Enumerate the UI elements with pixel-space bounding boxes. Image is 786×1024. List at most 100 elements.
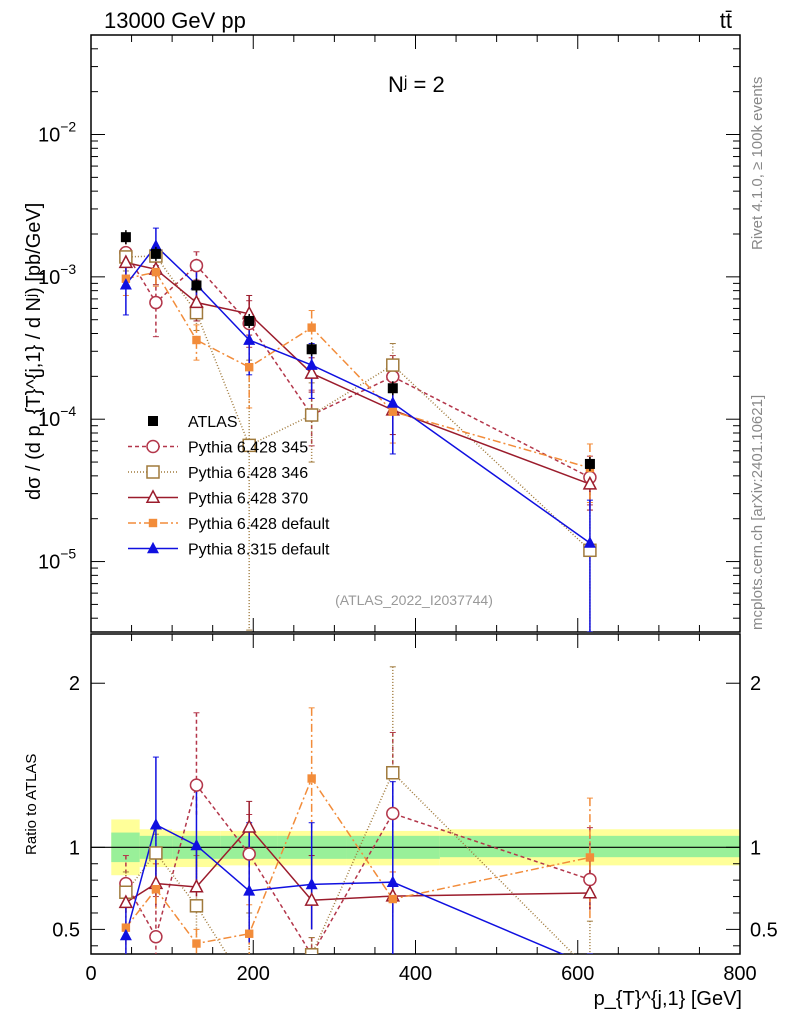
- x-tick-label: 600: [561, 963, 594, 985]
- marker-point: [388, 894, 397, 904]
- marker-point: [305, 877, 318, 890]
- marker-point: [148, 416, 158, 426]
- marker-point: [190, 838, 203, 851]
- marker-point: [120, 232, 131, 243]
- marker-point: [147, 541, 159, 554]
- marker-point: [386, 806, 400, 821]
- marker-point: [149, 239, 162, 251]
- ratio-series-layer: [118, 666, 598, 995]
- marker-point: [149, 818, 162, 830]
- rivet-version-label: Rivet 4.1.0, ≥ 100k events: [749, 77, 766, 250]
- marker-point: [244, 929, 254, 938]
- y-tick-exponent: −5: [60, 546, 76, 562]
- marker-point: [192, 939, 201, 948]
- marker-point: [582, 884, 598, 899]
- marker-point: [148, 518, 158, 528]
- marker-point: [387, 383, 398, 394]
- marker-point: [386, 765, 400, 780]
- legend-label: Pythia 8.315 default: [188, 542, 330, 559]
- analysis-tag: (ATLAS_2022_I2037744): [335, 592, 493, 608]
- marker-point: [585, 853, 595, 862]
- marker-point: [149, 929, 163, 944]
- marker-point: [386, 358, 400, 372]
- marker-point: [305, 358, 318, 370]
- marker-point: [243, 983, 255, 995]
- ratio-uncertainty-bands: [91, 819, 740, 876]
- x-tick-label: 800: [723, 963, 756, 985]
- marker-point: [189, 778, 204, 792]
- legend-label: Pythia 6.428 default: [188, 516, 330, 533]
- marker-point: [386, 369, 400, 384]
- ratio-axis-label: Ratio to ATLAS: [23, 754, 40, 855]
- ratio-tick-label-right: 2: [750, 673, 761, 695]
- y-tick-exponent: −2: [60, 119, 76, 135]
- panel-title: Nʲ = 2: [388, 72, 445, 97]
- marker-point: [582, 475, 598, 490]
- marker-point: [583, 536, 596, 548]
- ratio-tick-label: 0.5: [52, 919, 80, 941]
- marker-point: [145, 489, 161, 504]
- y-axis-label: dσ / (d p_{T}^{j,1} / d Nʲ) [pb/GeV]: [23, 203, 45, 500]
- marker-point: [121, 923, 131, 932]
- marker-point: [388, 407, 397, 416]
- y-tick-label: 10−2: [38, 119, 76, 147]
- marker-point: [150, 248, 161, 259]
- ratio-plot-frame: [90, 633, 741, 955]
- marker-point: [189, 305, 204, 320]
- marker-point: [146, 465, 160, 479]
- marker-point: [119, 278, 132, 290]
- marker-point: [304, 365, 319, 379]
- marker-point: [243, 333, 256, 345]
- marker-point: [192, 335, 201, 345]
- ratio-tick-label-right: 1: [750, 837, 761, 859]
- main-series-layer: [118, 227, 598, 632]
- marker-point: [151, 885, 161, 894]
- ratio-tick-label: 2: [69, 673, 80, 695]
- marker-point: [304, 408, 319, 422]
- marker-point: [386, 396, 399, 408]
- marker-point: [304, 948, 319, 954]
- marker-point: [241, 819, 257, 833]
- marker-point: [304, 892, 319, 906]
- marker-point: [189, 899, 204, 913]
- marker-point: [244, 315, 255, 326]
- marker-point: [149, 846, 163, 860]
- marker-point: [189, 294, 204, 309]
- marker-point: [119, 928, 132, 941]
- marker-point: [189, 258, 204, 273]
- ratio-tick-label-right: 0.5: [750, 919, 778, 941]
- marker-point: [151, 267, 161, 277]
- marker-point: [584, 458, 595, 469]
- marker-point: [307, 774, 316, 783]
- marker-point: [189, 878, 204, 893]
- marker-point: [118, 894, 134, 909]
- marker-point: [583, 872, 597, 887]
- marker-point: [191, 280, 202, 291]
- marker-point: [242, 847, 256, 861]
- marker-point: [146, 439, 160, 454]
- legend-label: ATLAS: [188, 414, 238, 431]
- header-energy-label: 13000 GeV pp: [104, 8, 246, 33]
- x-axis-label: p_{T}^{j,1} [GeV]: [594, 988, 742, 1010]
- x-tick-label: 200: [237, 963, 270, 985]
- x-tick-label: 400: [399, 963, 432, 985]
- marker-point: [242, 438, 256, 453]
- marker-point: [307, 323, 316, 332]
- header-process-label: tt̄: [720, 8, 732, 33]
- legend: ATLAS Pythia 6.428 345 Pythia 6.428 346 Pyt…: [128, 414, 330, 559]
- y-tick-exponent: −3: [60, 261, 76, 277]
- legend-label: Pythia 6.428 345: [188, 440, 308, 457]
- marker-point: [386, 875, 399, 887]
- marker-point: [306, 344, 317, 355]
- marker-point: [243, 884, 256, 896]
- x-tick-label: 0: [85, 963, 96, 985]
- marker-point: [118, 254, 134, 269]
- marker-point: [149, 295, 163, 310]
- mcplots-label: mcplots.cern.ch [arXiv:2401.10621]: [749, 395, 766, 630]
- y-tick-label: 10−5: [38, 546, 76, 574]
- ratio-tick-label: 1: [69, 837, 80, 859]
- legend-label: Pythia 6.428 370: [188, 491, 308, 508]
- marker-point: [244, 362, 254, 372]
- legend-label: Pythia 6.428 346: [188, 465, 308, 482]
